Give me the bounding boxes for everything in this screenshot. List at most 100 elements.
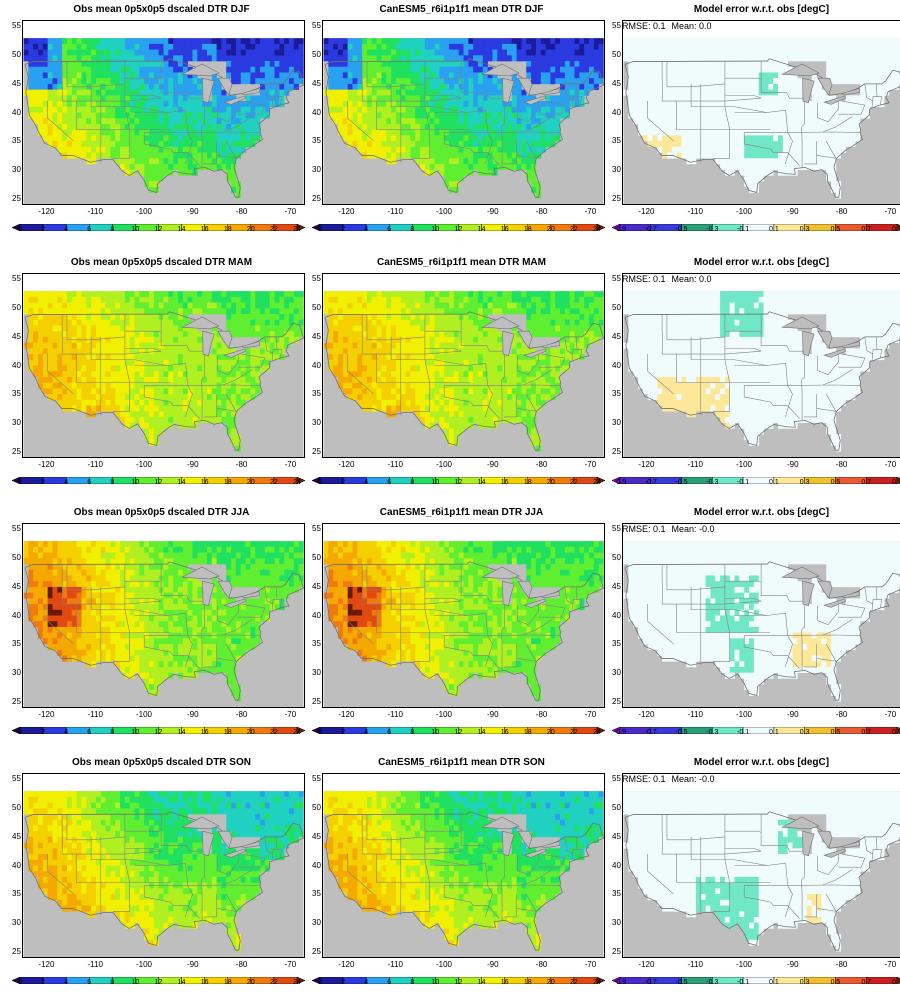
field-cell — [328, 112, 334, 119]
field-cell — [124, 89, 131, 96]
field-cell — [250, 123, 256, 130]
field-cell — [424, 163, 431, 170]
field-cell — [884, 55, 890, 62]
field-cell — [52, 101, 58, 108]
field-cell — [129, 376, 135, 383]
field-cell — [47, 129, 53, 136]
field-cell — [531, 43, 537, 50]
field-cell — [420, 72, 426, 79]
field-cell — [62, 72, 68, 79]
field-cell — [250, 291, 256, 298]
field-cell — [221, 146, 227, 153]
field-cell — [477, 78, 484, 85]
field-cell — [797, 43, 803, 50]
colorbar-tick-label: 12 — [454, 226, 463, 233]
field-cell — [874, 66, 880, 73]
field-cell — [221, 302, 227, 309]
field-cell — [139, 66, 145, 73]
field-cell — [744, 95, 750, 102]
field-cell — [269, 296, 275, 303]
field-cell — [642, 66, 648, 73]
field-cell — [676, 141, 682, 148]
field-cell — [811, 106, 817, 113]
field-cell — [120, 38, 126, 45]
field-cell — [434, 61, 440, 68]
field-cell — [66, 72, 73, 79]
field-cell — [477, 163, 484, 170]
field-cell — [298, 49, 304, 56]
field-cell — [264, 291, 270, 298]
field-cell — [734, 72, 740, 79]
field-cell — [521, 302, 527, 309]
state-boundary — [434, 109, 486, 113]
field-cell — [453, 291, 459, 298]
field-cell — [52, 319, 58, 326]
field-cell — [463, 66, 469, 73]
field-cell — [240, 302, 246, 309]
colorbar-segment — [65, 223, 90, 232]
field-cell — [163, 371, 169, 378]
field-cell — [647, 83, 653, 90]
field-cell — [492, 291, 498, 298]
field-cell — [831, 152, 837, 159]
field-cell — [739, 72, 745, 79]
field-cell — [192, 152, 198, 159]
field-cell — [434, 163, 440, 170]
colorbar-segment — [389, 223, 413, 232]
field-cell — [511, 118, 517, 125]
field-cell — [593, 72, 599, 79]
field-cell — [869, 72, 875, 79]
field-cell — [410, 112, 416, 119]
field-cell — [197, 336, 203, 343]
field-cell — [76, 291, 82, 298]
field-cell — [62, 348, 68, 355]
field-cell — [105, 112, 111, 119]
field-cell — [429, 43, 435, 50]
field-cell — [695, 112, 702, 119]
field-cell — [506, 152, 513, 159]
field-cell — [139, 106, 145, 113]
field-cell — [115, 325, 121, 332]
field-cell — [260, 348, 266, 355]
field-cell — [352, 38, 358, 45]
field-cell — [381, 302, 387, 309]
field-cell — [42, 66, 48, 73]
field-cell — [52, 371, 58, 378]
field-cell — [792, 101, 798, 108]
field-cell — [47, 61, 53, 68]
field-cell — [38, 302, 44, 309]
field-cell — [86, 348, 92, 355]
field-cell — [444, 158, 450, 165]
field-cell — [245, 112, 251, 119]
field-cell — [279, 336, 285, 343]
field-cell — [202, 416, 208, 423]
field-cell — [598, 55, 604, 62]
field-cell — [120, 72, 126, 79]
field-cell — [763, 78, 769, 85]
field-cell — [33, 89, 39, 96]
field-cell — [540, 72, 546, 79]
field-cell — [158, 135, 164, 142]
field-cell — [129, 422, 135, 429]
field-cell — [129, 123, 135, 130]
field-cell — [149, 376, 155, 383]
field-cell — [777, 135, 784, 142]
error-map — [622, 20, 900, 205]
field-cell — [386, 129, 392, 136]
field-cell — [71, 342, 77, 349]
field-cell — [835, 49, 842, 56]
field-cell — [149, 146, 155, 153]
field-cell — [516, 49, 522, 56]
field-cell — [293, 49, 299, 56]
field-cell — [511, 89, 517, 96]
field-cell — [197, 411, 203, 418]
field-cell — [468, 43, 474, 50]
field-cell — [221, 106, 227, 113]
field-cell — [468, 302, 474, 309]
field-cell — [216, 382, 222, 389]
field-cell — [686, 95, 692, 102]
field-cell — [250, 382, 256, 389]
field-cell — [662, 55, 668, 62]
field-cell — [420, 141, 426, 148]
field-cell — [71, 106, 77, 113]
